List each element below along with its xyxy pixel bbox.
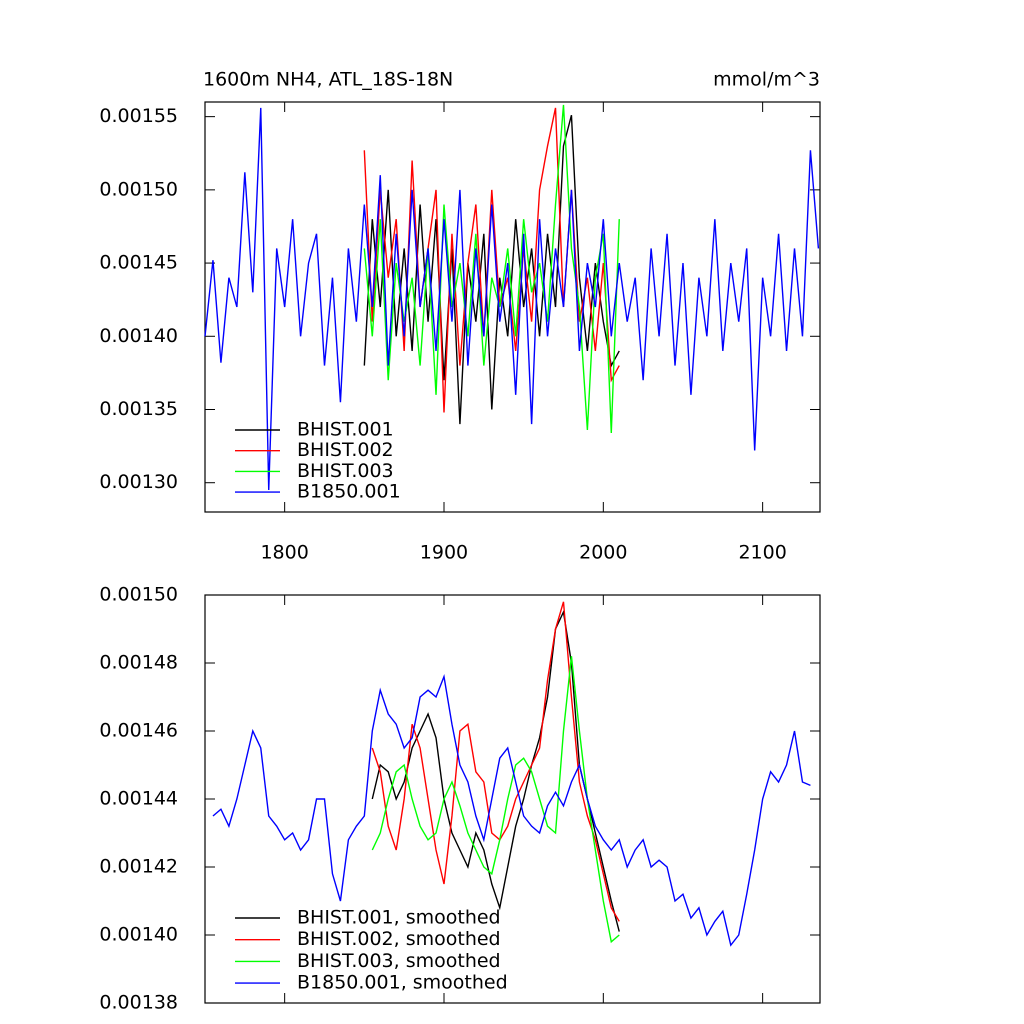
y-tick-label: 0.00144 [99, 788, 178, 810]
y-tick-label: 0.00146 [99, 720, 178, 742]
legend-label: BHIST.003 [297, 460, 394, 482]
legend-label: BHIST.001, smoothed [297, 907, 501, 929]
y-tick-label: 0.00150 [99, 584, 178, 606]
y-tick-label: 0.00140 [99, 325, 178, 347]
chart-title: 1600m NH4, ATL_18S-18N [203, 69, 453, 91]
x-tick-label: 1900 [420, 542, 468, 564]
x-tick-label: 2100 [738, 542, 786, 564]
legend-label: BHIST.001 [297, 419, 394, 441]
legend-label: B1850.001 [297, 481, 401, 503]
y-tick-label: 0.00142 [99, 856, 178, 878]
legend-label: BHIST.002, smoothed [297, 928, 501, 950]
data-line [204, 107, 820, 491]
data-line [212, 673, 811, 947]
y-tick-label: 0.00148 [99, 652, 178, 674]
plot-frame [204, 101, 821, 513]
y-tick-label: 0.00130 [99, 471, 178, 493]
y-tick-label: 0.00138 [99, 992, 178, 1014]
y-tick-label: 0.00155 [99, 105, 178, 127]
legend-label: BHIST.002 [297, 439, 394, 461]
y-tick-label: 0.00140 [99, 924, 178, 946]
y-tick-label: 0.00150 [99, 178, 178, 200]
legend-label: B1850.001, smoothed [297, 972, 508, 994]
units-label: mmol/m^3 [713, 69, 820, 91]
data-line [363, 115, 620, 425]
y-tick-label: 0.00135 [99, 398, 178, 420]
x-tick-label: 1800 [260, 542, 308, 564]
x-tick-label: 2000 [579, 542, 627, 564]
legend-label: BHIST.003, smoothed [297, 950, 501, 972]
y-tick-label: 0.00145 [99, 252, 178, 274]
data-line [371, 656, 620, 944]
data-line [371, 609, 620, 932]
